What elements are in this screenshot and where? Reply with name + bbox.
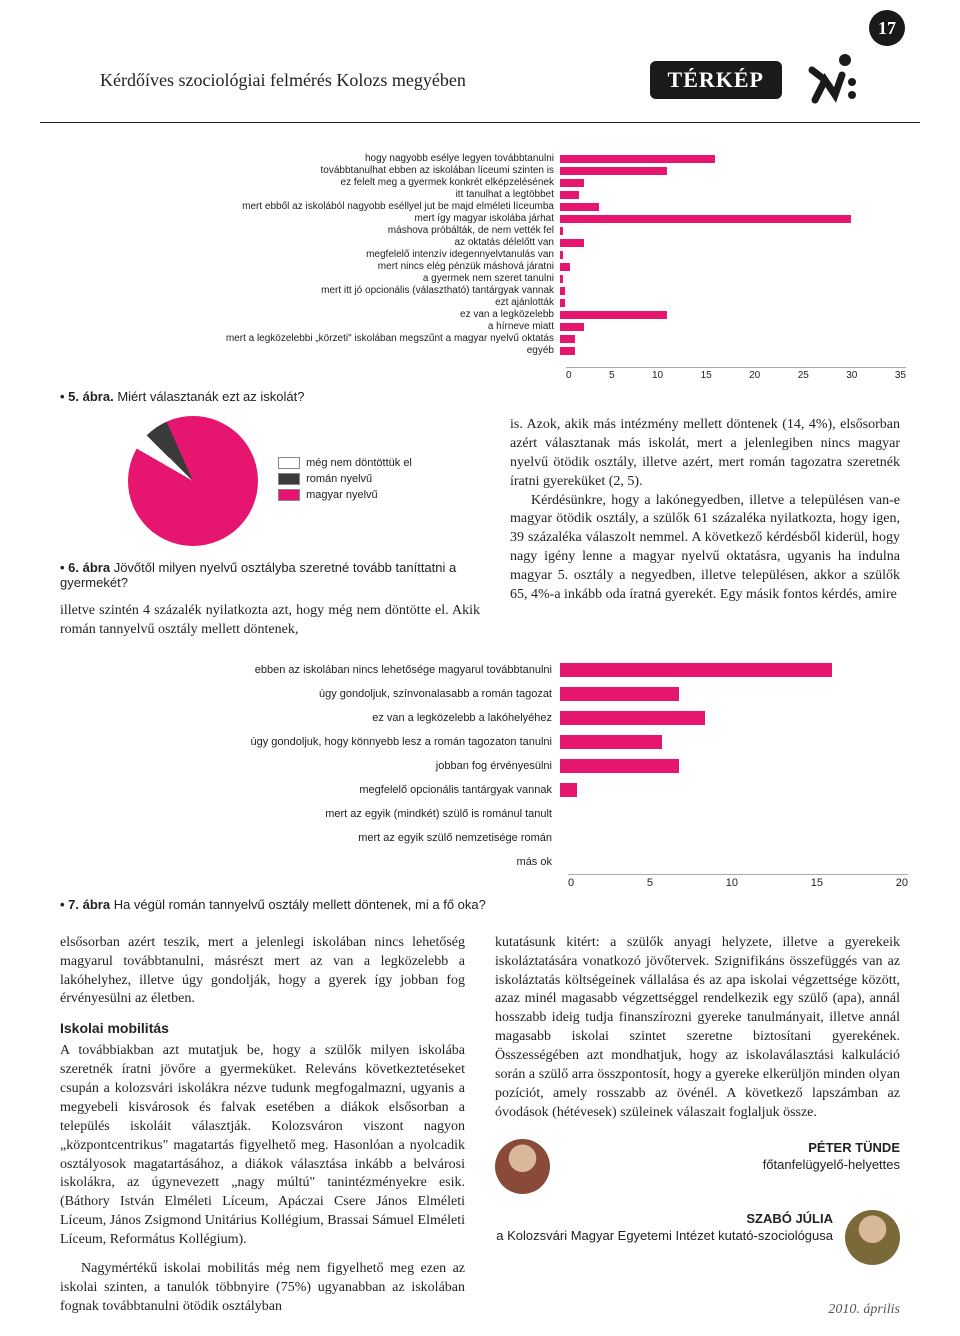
bar-label: megfelelő intenzív idegennyelvtanulás va…	[60, 250, 560, 261]
bar-label: mert így magyar iskolába járhat	[60, 214, 560, 225]
mid-left-paragraph: illetve szintén 4 százalék nyilatkozta a…	[60, 602, 480, 640]
bar-row: megfelelő intenzív idegennyelvtanulás va…	[60, 249, 900, 261]
bar-row: ez felelt meg a gyermek konkrét elképzel…	[60, 177, 900, 189]
bar-label: továbbtanulhat ebben az iskolában líceum…	[60, 166, 560, 177]
bar-label: a gyermek nem szeret tanulni	[60, 274, 560, 285]
bar-row: mert így magyar iskolába járhat	[60, 213, 900, 225]
bar-label: mert nincs elég pénzük máshová járatni	[60, 262, 560, 273]
paragraph: elsősorban azért teszik, mert a jelenleg…	[60, 934, 465, 1010]
mid-right-text: is. Azok, akik más intézmény mellett dön…	[510, 416, 900, 640]
bar-row: mert az egyik szülő nemzetisége román	[60, 826, 900, 850]
section-badge: TÉRKÉP	[650, 61, 782, 99]
legend-item: még nem döntöttük el	[278, 457, 412, 469]
bar-label: a hírneve miatt	[60, 322, 560, 333]
bar-label: hogy nagyobb esélye legyen továbbtanulni	[60, 154, 560, 165]
axis-tick: 20	[749, 370, 760, 381]
bar-row: mert nincs elég pénzük máshová járatni	[60, 261, 900, 273]
chart5-caption: • 5. ábra. Miért választanák ezt az isko…	[60, 389, 900, 404]
axis-tick: 10	[726, 877, 738, 889]
author-title: főtanfelügyelő-helyettes	[562, 1156, 900, 1174]
header-title: Kérdőíves szociológiai felmérés Kolozs m…	[100, 70, 466, 91]
page-number: 17	[869, 10, 905, 46]
paragraph: Kérdésünkre, hogy a lakónegyedben, illet…	[510, 492, 900, 605]
bar-label: úgy gondoljuk, hogy könnyebb lesz a romá…	[60, 736, 560, 748]
bar-label: ez van a legközelebb a lakóhelyéhez	[60, 712, 560, 724]
bar-row: más ok	[60, 850, 900, 874]
bar-row: a gyermek nem szeret tanulni	[60, 273, 900, 285]
bar-row: továbbtanulhat ebben az iskolában líceum…	[60, 165, 900, 177]
bar-row: ebben az iskolában nincs lehetősége magy…	[60, 658, 900, 682]
bar-row: úgy gondoljuk, színvonalasabb a román ta…	[60, 682, 900, 706]
axis-tick: 15	[701, 370, 712, 381]
avatar	[845, 1210, 900, 1265]
bar-label: jobban fog érvényesülni	[60, 760, 560, 772]
bar-row: hogy nagyobb esélye legyen továbbtanulni	[60, 153, 900, 165]
axis-tick: 35	[895, 370, 906, 381]
bar-row: az oktatás délelőtt van	[60, 237, 900, 249]
axis-tick: 30	[846, 370, 857, 381]
legend-item: román nyelvű	[278, 473, 412, 485]
bar-label: máshova próbálták, de nem vették fel	[60, 226, 560, 237]
bar-row: itt tanulhat a legtöbbet	[60, 189, 900, 201]
bottom-col-right: kutatásunk kitért: a szülők anyagi helyz…	[495, 934, 900, 1327]
bar-row: mert a legközelebbi „körzeti" iskolában …	[60, 333, 900, 345]
paragraph: kutatásunk kitért: a szülők anyagi helyz…	[495, 934, 900, 1123]
bar-label: mert ebből az iskolából nagyobb eséllyel…	[60, 202, 560, 213]
bar-row: máshova próbálták, de nem vették fel	[60, 225, 900, 237]
bar-row: egyéb	[60, 345, 900, 357]
chart-5: hogy nagyobb esélye legyen továbbtanulni…	[60, 153, 900, 404]
author-block-2: SZABÓ JÚLIA a Kolozsvári Magyar Egyetemi…	[495, 1210, 900, 1265]
bar-label: az oktatás délelőtt van	[60, 238, 560, 249]
bar-label: más ok	[60, 856, 560, 868]
bar-row: úgy gondoljuk, hogy könnyebb lesz a romá…	[60, 730, 900, 754]
axis-tick: 25	[798, 370, 809, 381]
axis-tick: 0	[566, 370, 572, 381]
header: Kérdőíves szociológiai felmérés Kolozs m…	[40, 0, 920, 123]
bar-label: itt tanulhat a legtöbbet	[60, 190, 560, 201]
chart7-caption: • 7. ábra Ha végül román tannyelvű osztá…	[60, 897, 900, 912]
axis-tick: 15	[811, 877, 823, 889]
avatar	[495, 1139, 550, 1194]
bar-row: ezt ajánlották	[60, 297, 900, 309]
author-name: SZABÓ JÚLIA	[495, 1210, 833, 1228]
axis-tick: 10	[652, 370, 663, 381]
footer-date: 2010. április	[828, 1302, 900, 1318]
bar-row: ez van a legközelebb	[60, 309, 900, 321]
axis-tick: 0	[568, 877, 574, 889]
bar-label: ez van a legközelebb	[60, 310, 560, 321]
bar-label: mert a legközelebbi „körzeti" iskolában …	[60, 334, 560, 345]
bar-label: mert itt jó opcionális (választható) tan…	[60, 286, 560, 297]
bar-label: mert az egyik (mindkét) szülő is románul…	[60, 808, 560, 820]
axis-tick: 5	[609, 370, 615, 381]
axis-tick: 5	[647, 877, 653, 889]
bar-row: ez van a legközelebb a lakóhelyéhez	[60, 706, 900, 730]
bar-row: jobban fog érvényesülni	[60, 754, 900, 778]
paragraph: A továbbiakban azt mutatjuk be, hogy a s…	[60, 1042, 465, 1250]
bar-row: megfelelő opcionális tantárgyak vannak	[60, 778, 900, 802]
bar-row: mert itt jó opcionális (választható) tan…	[60, 285, 900, 297]
bar-row: mert az egyik (mindkét) szülő is románul…	[60, 802, 900, 826]
bar-label: megfelelő opcionális tantárgyak vannak	[60, 784, 560, 796]
bar-label: ezt ajánlották	[60, 298, 560, 309]
author-title: a Kolozsvári Magyar Egyetemi Intézet kut…	[495, 1227, 833, 1245]
legend-item: magyar nyelvű	[278, 489, 412, 501]
author-name: PÉTER TÜNDE	[562, 1139, 900, 1157]
bar-label: ebben az iskolában nincs lehetősége magy…	[60, 664, 560, 676]
bar-label: ez felelt meg a gyermek konkrét elképzel…	[60, 178, 560, 189]
bar-label: mert az egyik szülő nemzetisége román	[60, 832, 560, 844]
chart-6-pie: még nem döntöttük el román nyelvű magyar n…	[60, 416, 480, 546]
logo-icon	[800, 50, 860, 110]
bar-label: egyéb	[60, 346, 560, 357]
paragraph: Nagymértékű iskolai mobilitás még nem fi…	[60, 1260, 465, 1317]
bar-row: mert ebből az iskolából nagyobb eséllyel…	[60, 201, 900, 213]
bottom-col-left: elsősorban azért teszik, mert a jelenleg…	[60, 934, 465, 1327]
bar-row: a hírneve miatt	[60, 321, 900, 333]
bar-label: úgy gondoljuk, színvonalasabb a román ta…	[60, 688, 560, 700]
subheading: Iskolai mobilitás	[60, 1019, 465, 1038]
author-block-1: PÉTER TÜNDE főtanfelügyelő-helyettes	[495, 1139, 900, 1194]
axis-tick: 20	[896, 877, 908, 889]
paragraph: is. Azok, akik más intézmény mellett dön…	[510, 416, 900, 492]
chart6-caption: • 6. ábra Jövőtől milyen nyelvű osztályb…	[60, 560, 480, 590]
chart-7: ebben az iskolában nincs lehetősége magy…	[60, 658, 900, 912]
